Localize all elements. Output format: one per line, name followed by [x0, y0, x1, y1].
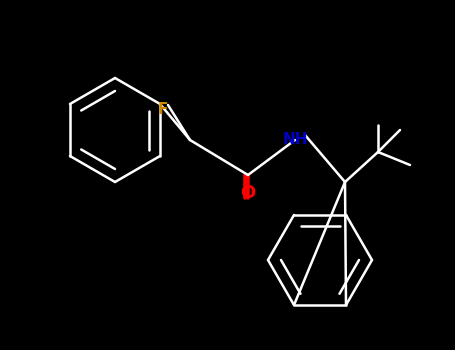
- Text: NH: NH: [282, 133, 308, 147]
- Text: F: F: [158, 103, 168, 118]
- Text: O: O: [240, 184, 256, 202]
